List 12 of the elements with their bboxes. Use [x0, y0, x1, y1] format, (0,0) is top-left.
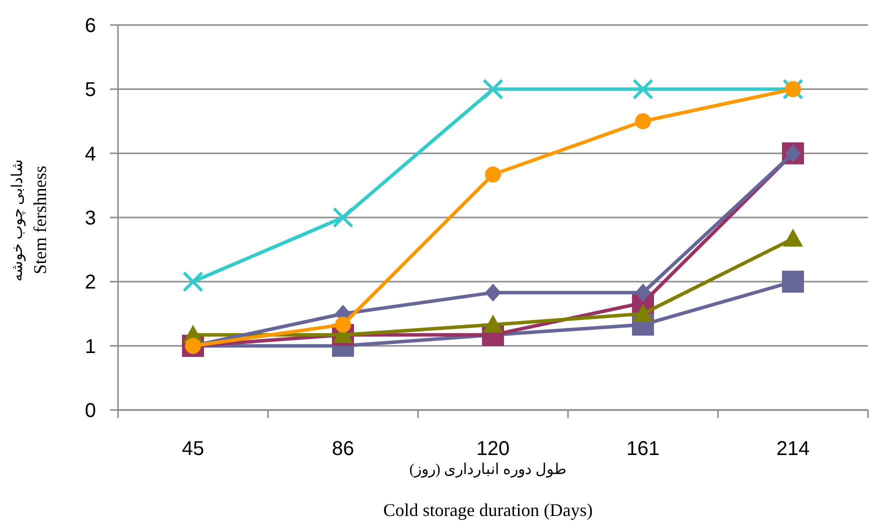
x-tick-label: 120 [476, 438, 510, 460]
y-tick-label: 2 [84, 272, 96, 294]
x-tick-label: 214 [776, 438, 810, 460]
y-tick-label: 6 [84, 15, 96, 37]
y-tick-label: 5 [84, 79, 96, 102]
x-tick-label: 86 [332, 438, 354, 460]
y-tick-label: 3 [84, 208, 96, 230]
x-tick-label: 161 [626, 438, 660, 460]
y-tick-label: 4 [84, 143, 96, 166]
x-tick-label: 45 [182, 438, 204, 460]
y-tick-label: 0 [84, 400, 96, 422]
y-tick-label: 1 [84, 336, 96, 358]
